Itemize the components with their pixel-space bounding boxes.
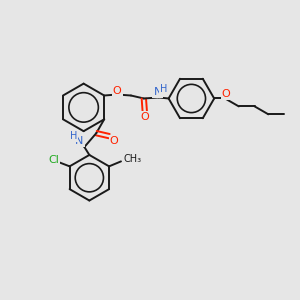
Text: H: H (160, 84, 167, 94)
Text: N: N (75, 136, 84, 146)
Text: O: O (140, 112, 149, 122)
Text: N: N (154, 86, 162, 97)
Text: O: O (222, 88, 230, 98)
Text: CH₃: CH₃ (124, 154, 142, 164)
Text: Cl: Cl (48, 155, 59, 165)
Text: H: H (70, 131, 77, 141)
Text: O: O (110, 136, 118, 146)
Text: O: O (113, 85, 122, 96)
